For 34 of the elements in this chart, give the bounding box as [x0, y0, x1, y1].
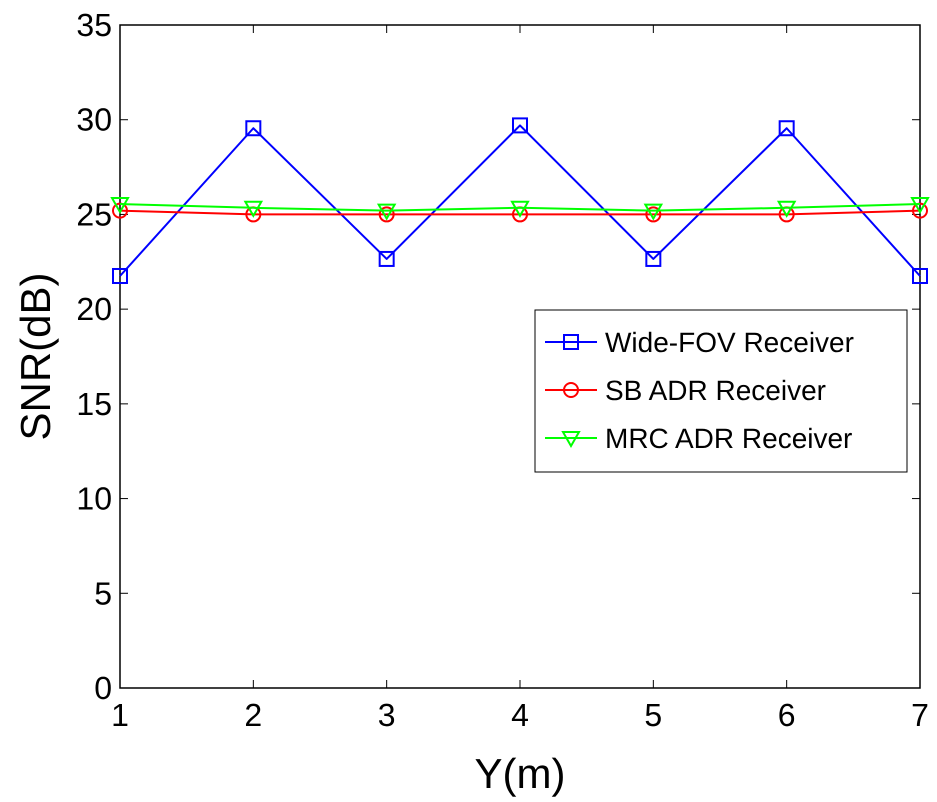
y-tick-label: 0: [94, 670, 112, 706]
y-tick-label: 10: [76, 480, 112, 517]
point: [112, 268, 128, 284]
y-tick-label: 15: [76, 386, 112, 422]
y-tick-label: 30: [76, 102, 112, 138]
legend-label: MRC ADR Receiver: [605, 423, 852, 454]
point: [511, 200, 529, 217]
point: [778, 200, 796, 217]
y-tick-label: 20: [76, 291, 112, 328]
point: [378, 250, 395, 267]
point: [778, 120, 795, 136]
x-axis-title: Y(m): [474, 750, 566, 797]
legend-label: Wide-FOV Receiver: [605, 327, 854, 358]
point: [244, 200, 262, 217]
x-tick-label: 6: [778, 697, 796, 733]
point: [912, 268, 928, 284]
point: [245, 120, 262, 136]
x-tick-label: 3: [378, 697, 396, 733]
point: [512, 117, 528, 134]
y-tick-label: 35: [76, 7, 112, 43]
x-tick-label: 2: [244, 697, 262, 733]
point: [911, 197, 929, 214]
y-tick-label: 5: [94, 575, 112, 612]
y-axis-title: SNR(dB): [12, 272, 59, 441]
x-tick-label: 5: [644, 697, 662, 733]
y-tick-label: 25: [76, 196, 112, 232]
point: [111, 197, 129, 214]
x-tick-label: 7: [911, 697, 929, 733]
point: [245, 206, 262, 222]
legend-label: SB ADR Receiver: [605, 375, 826, 406]
x-tick-label: 1: [111, 697, 129, 733]
point: [645, 250, 662, 267]
point: [778, 206, 795, 222]
x-tick-label: 4: [511, 697, 529, 733]
